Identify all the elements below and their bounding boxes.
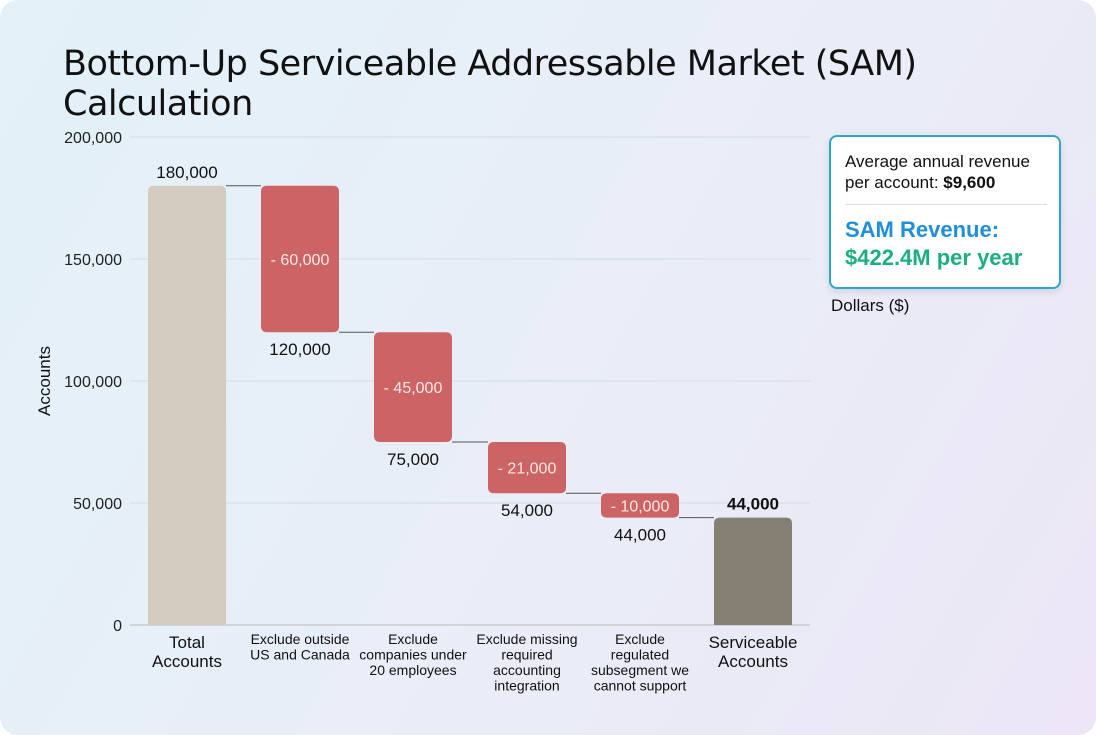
category-label: Exclude (388, 631, 438, 647)
y-axis-label: Accounts (35, 346, 54, 416)
delta-label: - 21,000 (498, 461, 557, 478)
category-label: subsegment we (591, 662, 689, 678)
category-label: Total (169, 633, 205, 652)
category-label: Exclude missing (476, 631, 577, 647)
y-tick-label: 0 (113, 618, 122, 635)
running-total-label: 44,000 (614, 526, 666, 545)
y-tick-label: 50,000 (73, 496, 122, 513)
y-tick-label: 100,000 (64, 374, 122, 391)
y-tick-label: 200,000 (64, 130, 122, 147)
running-total-label: 120,000 (269, 340, 330, 359)
category-label: Accounts (152, 652, 222, 671)
bar-decrease (488, 442, 566, 494)
category-label: Accounts (718, 652, 788, 671)
y-tick-label: 150,000 (64, 252, 122, 269)
category-label: Serviceable (709, 633, 798, 652)
category-label: Exclude outside (251, 631, 350, 647)
value-label: 44,000 (727, 495, 779, 514)
category-label: regulated (611, 647, 669, 663)
running-total-label: 75,000 (387, 450, 439, 469)
avg-revenue-label: Average annual revenue per account: (845, 152, 1030, 192)
category-label: US and Canada (250, 647, 350, 663)
divider (845, 204, 1047, 205)
bar-decrease (374, 332, 452, 442)
category-label: accounting (493, 662, 561, 678)
bar-decrease (261, 185, 339, 333)
avg-revenue-value: $9,600 (943, 173, 996, 192)
category-label: companies under (359, 647, 467, 663)
category-label: required (501, 647, 552, 663)
category-label: cannot support (594, 678, 687, 694)
sam-revenue-label: SAM Revenue: (845, 217, 1000, 242)
delta-label: - 45,000 (384, 380, 443, 397)
chart-title: Bottom-Up Serviceable Addressable Market… (63, 44, 917, 124)
category-label: 20 employees (369, 662, 456, 678)
bar-total (148, 185, 226, 626)
running-total-label: 54,000 (501, 501, 553, 520)
avg-revenue-text: Average annual revenue per account: $9,6… (845, 151, 1055, 193)
value-label: 180,000 (156, 163, 217, 182)
delta-label: - 10,000 (611, 498, 670, 515)
delta-label: - 60,000 (271, 252, 330, 269)
bar-decrease (601, 493, 679, 518)
category-label: Exclude (615, 631, 665, 647)
bar-final (714, 517, 792, 625)
sam-revenue-value: $422.4M per year (845, 245, 1023, 270)
dollars-label: Dollars ($) (831, 296, 910, 315)
revenue-info-box: Average annual revenue per account: $9,6… (829, 135, 1061, 289)
category-label: integration (494, 678, 559, 694)
